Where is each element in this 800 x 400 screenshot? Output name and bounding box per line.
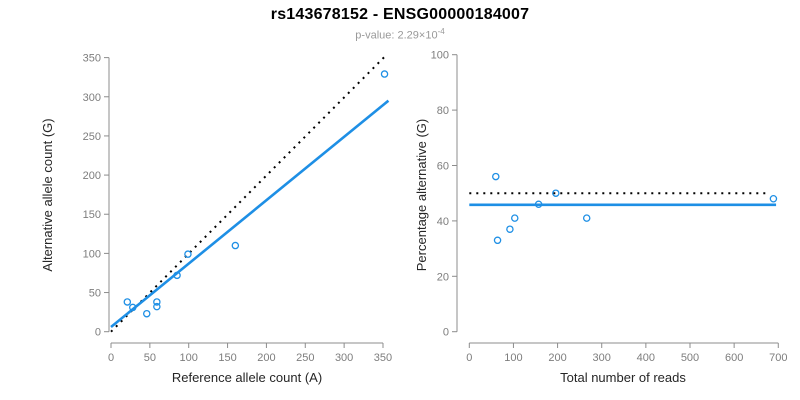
- x-tick-label: 0: [466, 352, 472, 364]
- data-point: [380, 70, 389, 78]
- x-tick-label: 200: [257, 352, 275, 364]
- data-point: [129, 303, 137, 312]
- y-tick-label: 100: [83, 248, 101, 260]
- y-tick-label: 60: [437, 161, 449, 173]
- y-tick-label: 0: [443, 327, 449, 339]
- y-tick-label: 100: [431, 50, 449, 62]
- x-tick-label: 300: [593, 352, 611, 364]
- data-point: [153, 302, 161, 311]
- page-title: rs143678152 - ENSG00000184007: [270, 6, 530, 23]
- y-tick-label: 300: [83, 92, 101, 104]
- x-tick-label: 50: [144, 352, 156, 364]
- x-tick-label: 0: [108, 352, 114, 364]
- subtitle-text: p-value: 2.29×10: [355, 29, 438, 42]
- x-tick-label: 600: [725, 352, 743, 364]
- page-subtitle: p-value: 2.29×10-4: [0, 27, 800, 42]
- left-plot: 0 50 100 150 200 250 300 350 0 50 100 150 200 250 300 3…: [40, 53, 392, 385]
- identity-line: [110, 55, 387, 333]
- right-plot: 0 100 200 300 400 500 600 700 0 20 40 60 80 100 Total …: [414, 50, 787, 385]
- x-tick-label: 200: [548, 352, 566, 364]
- y-tick-label: 20: [437, 271, 449, 283]
- y-axis-label: Percentage alternative (G): [414, 119, 429, 271]
- data-point: [511, 214, 519, 222]
- x-tick-label: 250: [296, 352, 314, 364]
- data-point: [506, 225, 514, 233]
- y-axis-label: Alternative allele count (G): [40, 118, 55, 271]
- data-point: [493, 236, 502, 245]
- x-axis-label: Total number of reads: [560, 370, 686, 385]
- y-tick-label: 200: [83, 170, 101, 182]
- x-tick-label: 400: [637, 352, 655, 364]
- data-point: [173, 271, 181, 280]
- data-point: [769, 194, 778, 203]
- y-tick-label: 0: [95, 327, 101, 339]
- x-tick-label: 500: [681, 352, 699, 364]
- x-tick-label: 300: [335, 352, 353, 364]
- y-tick-label: 150: [83, 209, 101, 221]
- y-tick-label: 80: [437, 105, 449, 117]
- x-tick-label: 350: [374, 352, 392, 364]
- data-point: [231, 241, 240, 250]
- data-point: [142, 309, 151, 318]
- data-point: [492, 172, 500, 181]
- data-point: [123, 298, 132, 306]
- x-tick-label: 150: [218, 352, 236, 364]
- x-tick-label: 100: [504, 352, 522, 364]
- data-point: [534, 200, 543, 209]
- data-point: [184, 250, 192, 258]
- regression-line: [110, 99, 390, 329]
- x-tick-label: 700: [769, 352, 787, 364]
- y-tick-label: 350: [83, 53, 101, 65]
- subtitle-exponent: -4: [437, 27, 445, 36]
- data-point: [552, 189, 560, 197]
- x-tick-label: 100: [180, 352, 198, 364]
- y-tick-label: 250: [83, 131, 101, 143]
- x-axis-label: Reference allele count (A): [172, 370, 322, 385]
- data-point: [153, 298, 161, 306]
- y-tick-label: 50: [89, 288, 101, 300]
- y-tick-label: 40: [437, 216, 449, 228]
- data-point: [582, 214, 591, 222]
